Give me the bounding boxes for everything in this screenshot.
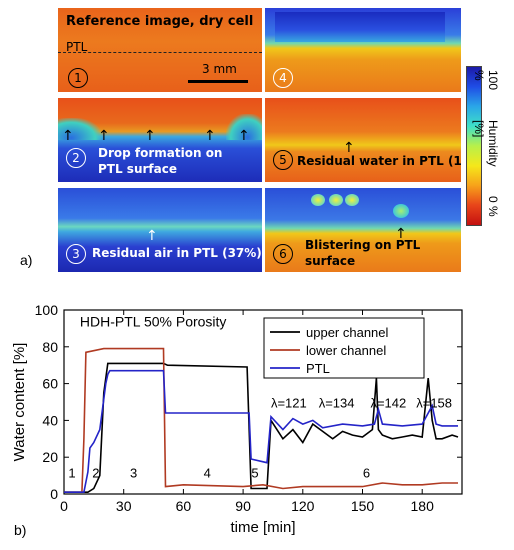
panel-1-caption: Reference image, dry cell [66,14,254,29]
panel-1-number: 1 [68,68,88,88]
x-tick-label: 180 [411,498,435,514]
x-tick-label: 90 [235,498,251,514]
panel-5-arrow: ↑ [343,140,355,156]
ptl-label: PTL [66,40,88,54]
drop-right [226,114,262,140]
blister-1 [311,194,325,206]
lambda-annotation: λ=158 [416,396,452,411]
phase-label: 5 [251,465,258,480]
lambda-annotation: λ=142 [370,396,406,411]
phase-label: 1 [68,465,75,480]
drop-left [58,118,102,140]
panel-2-caption-line1: Drop formation on [98,146,223,160]
blister-2 [329,194,343,206]
panel-6-caption-line2: surface [305,254,356,268]
panel-2: ↑ ↑ ↑ ↑ ↑ 2 Drop formation on PTL surfac… [58,98,262,182]
panel-4-number: 4 [273,68,293,88]
y-tick-label: 20 [42,449,58,465]
x-tick-label: 30 [116,498,132,514]
legend-label: PTL [306,361,330,376]
panel-6: ↑ 6 Blistering on PTL surface [265,188,461,272]
series-line-0 [64,362,459,494]
y-tick-label: 60 [42,376,58,392]
arrow-3: ↑ [144,128,156,144]
arrow-1: ↑ [62,128,74,144]
y-tick-label: 40 [42,412,58,428]
part-a-label: a) [20,252,33,268]
phase-label: 3 [130,465,137,480]
part-b-label: b) [14,522,27,538]
ptl-boundary-line [58,52,262,53]
x-tick-label: 120 [291,498,315,514]
panel-3-number: 3 [66,244,86,264]
phase-label: 6 [363,465,370,480]
arrow-2: ↑ [98,128,110,144]
plot-frame [63,309,463,495]
blister-3 [345,194,359,206]
scale-bar [188,80,248,83]
arrow-5: ↑ [238,128,250,144]
legend-label: lower channel [306,343,386,358]
series-line-2 [64,369,458,494]
legend-label: upper channel [306,325,389,340]
x-axis-label: time [min] [230,519,295,536]
y-tick-label: 0 [50,486,58,502]
y-axis-label: Water content [%] [11,343,28,462]
legend: upper channel lower channel PTL [263,317,425,379]
panel-6-caption-line1: Blistering on PTL [305,238,421,252]
arrow-4: ↑ [204,128,216,144]
blister-4 [393,204,409,218]
panel-5: ↑ 5 Residual water in PTL (19%) [265,98,461,182]
panel-5-caption: Residual water in PTL (19%) [297,154,461,168]
phase-label: 4 [204,465,211,480]
panel-3-arrow: ↑ [146,228,158,244]
series-line-1 [64,347,458,494]
panel-6-number: 6 [273,244,293,264]
x-tick-label: 0 [60,498,68,514]
panel-6-arrow: ↑ [395,226,407,242]
lambda-annotation: λ=134 [319,396,355,411]
y-tick-label: 80 [42,339,58,355]
y-tick-label: 100 [35,302,59,318]
panel-2-number: 2 [66,148,86,168]
panel-3-caption: Residual air in PTL (37%) [92,246,262,260]
colorbar [466,66,482,226]
scale-label: 3 mm [202,62,237,76]
panel-3: ↑ 3 Residual air in PTL (37%) [58,188,262,272]
x-tick-label: 60 [176,498,192,514]
panel-5-number: 5 [273,150,293,170]
panel-4-channel [275,12,445,42]
panel-1: Reference image, dry cell PTL 3 mm 1 [58,8,262,92]
chart-title: HDH-PTL 50% Porosity [80,314,227,330]
lambda-annotation: λ=121 [271,396,307,411]
x-tick-label: 150 [351,498,375,514]
phase-label: 2 [92,465,99,480]
panel-2-caption-line2: PTL surface [98,162,177,176]
panel-4: 4 [265,8,461,92]
